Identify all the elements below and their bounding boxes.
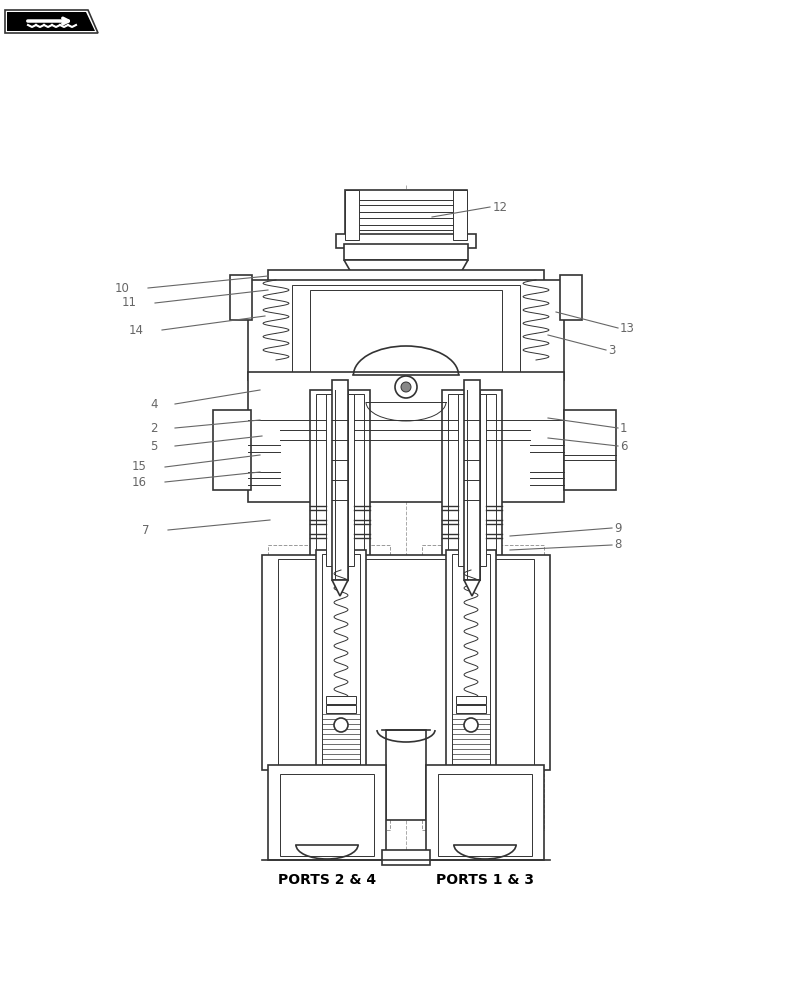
Bar xyxy=(292,285,519,380)
Bar xyxy=(564,410,616,490)
Bar xyxy=(325,394,354,566)
Bar xyxy=(277,559,534,766)
Bar xyxy=(437,774,531,856)
Bar xyxy=(385,730,426,820)
Text: PORTS 2 & 4: PORTS 2 & 4 xyxy=(277,873,375,887)
Bar xyxy=(422,545,543,830)
Bar xyxy=(268,545,389,830)
Circle shape xyxy=(463,718,478,732)
Text: 11: 11 xyxy=(122,296,137,310)
Bar xyxy=(247,280,564,380)
Polygon shape xyxy=(7,12,95,31)
Text: 5: 5 xyxy=(150,440,158,452)
Text: 6: 6 xyxy=(620,440,627,452)
Bar xyxy=(344,244,467,260)
Bar xyxy=(452,554,489,766)
Bar xyxy=(345,190,358,240)
Circle shape xyxy=(394,376,417,398)
Text: 13: 13 xyxy=(620,322,634,334)
Bar xyxy=(445,550,496,770)
Circle shape xyxy=(333,718,348,732)
Bar xyxy=(212,410,251,490)
Bar xyxy=(247,372,564,502)
Bar xyxy=(463,380,479,580)
Polygon shape xyxy=(463,580,479,596)
Text: 12: 12 xyxy=(492,201,508,214)
Bar xyxy=(560,275,581,320)
Bar xyxy=(315,550,366,770)
Polygon shape xyxy=(5,10,98,33)
Text: 3: 3 xyxy=(607,344,615,357)
Text: 16: 16 xyxy=(132,476,147,488)
Text: 14: 14 xyxy=(129,324,144,336)
Text: 15: 15 xyxy=(132,460,147,474)
Bar xyxy=(230,275,251,320)
Bar xyxy=(457,394,486,566)
Text: 9: 9 xyxy=(613,522,620,534)
Bar xyxy=(381,850,430,865)
Bar xyxy=(322,554,359,766)
Bar xyxy=(315,394,363,566)
Text: 10: 10 xyxy=(115,282,130,294)
Bar xyxy=(325,696,355,704)
Bar xyxy=(310,390,370,570)
Bar xyxy=(456,705,486,713)
Bar xyxy=(453,190,466,240)
Circle shape xyxy=(401,382,410,392)
Bar xyxy=(268,270,543,290)
Bar xyxy=(345,190,466,240)
Text: 7: 7 xyxy=(142,524,150,536)
Bar xyxy=(336,234,475,248)
Text: PORTS 1 & 3: PORTS 1 & 3 xyxy=(436,873,534,887)
Bar xyxy=(280,774,374,856)
Bar xyxy=(448,394,496,566)
Bar xyxy=(456,696,486,704)
Bar xyxy=(262,555,549,770)
Text: 2: 2 xyxy=(150,422,158,434)
Text: 4: 4 xyxy=(150,397,158,410)
Polygon shape xyxy=(332,580,348,596)
Bar xyxy=(325,705,355,713)
Polygon shape xyxy=(344,260,467,274)
Bar xyxy=(426,765,543,860)
Text: 8: 8 xyxy=(613,538,620,552)
Bar xyxy=(268,765,385,860)
Bar xyxy=(441,390,501,570)
Text: 1: 1 xyxy=(620,422,627,434)
Bar xyxy=(332,380,348,580)
Bar xyxy=(310,290,501,376)
